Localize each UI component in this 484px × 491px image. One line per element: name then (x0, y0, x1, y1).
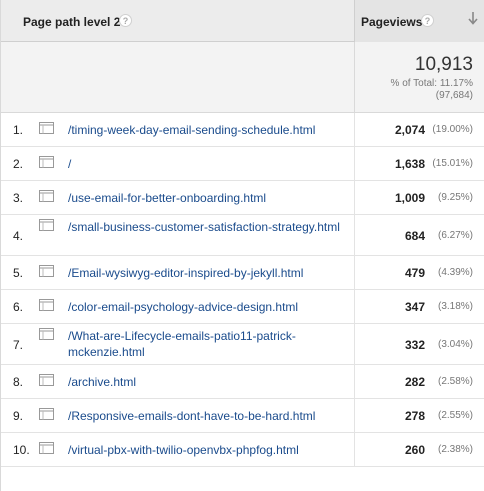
table-row: 6. /color-email-psychology-advice-design… (1, 290, 484, 324)
pageviews-percent: (3.18%) (437, 301, 473, 312)
pageviews-value: 332 (404, 338, 425, 352)
pageviews-cell: 2,074 (19.00%) (354, 113, 484, 146)
page-path-link[interactable]: /Email-wysiwyg-editor-inspired-by-jekyll… (68, 266, 304, 280)
page-icon[interactable] (39, 299, 54, 311)
page-icon[interactable] (39, 374, 54, 386)
page-path-link[interactable]: /timing-week-day-email-sending-schedule.… (68, 123, 316, 137)
pageviews-value: 1,009 (394, 191, 425, 205)
pageviews-cell: 347 (3.18%) (354, 290, 484, 323)
pageviews-cell: 260 (2.38%) (354, 433, 484, 466)
row-index: 2. (13, 157, 24, 171)
pageviews-percent: (2.55%) (437, 410, 473, 421)
row-index: 5. (13, 266, 24, 280)
pageviews-percent: (15.01%) (432, 158, 473, 169)
page-icon[interactable] (39, 328, 54, 340)
metric-header-label[interactable]: Pageviews (361, 15, 423, 29)
page-path-link[interactable]: /archive.html (68, 375, 137, 389)
pageviews-cell: 1,009 (9.25%) (354, 181, 484, 214)
row-index: 8. (13, 375, 24, 389)
pageviews-value: 2,074 (394, 123, 425, 137)
pageviews-percent: (2.58%) (437, 376, 473, 387)
sort-descending-icon[interactable] (467, 10, 479, 26)
table-row: 3. /use-email-for-better-onboarding.html… (1, 181, 484, 215)
pageviews-cell: 684 (6.27%) (354, 215, 484, 255)
total-absolute: (97,684) (435, 90, 473, 101)
table-row: 9. /Responsive-emails-dont-have-to-be-ha… (1, 399, 484, 433)
row-index: 9. (13, 409, 24, 423)
page-path-link[interactable]: / (68, 157, 72, 171)
help-icon[interactable]: ? (119, 14, 132, 27)
row-index: 1. (13, 123, 24, 137)
pageviews-percent: (19.00%) (432, 124, 473, 135)
pageviews-value: 684 (404, 229, 425, 243)
pageviews-value: 1,638 (394, 157, 425, 171)
page-path-link[interactable]: /use-email-for-better-onboarding.html (68, 191, 267, 205)
pageviews-cell: 1,638 (15.01%) (354, 147, 484, 180)
pageviews-percent: (3.04%) (437, 339, 473, 350)
table-row: 5. /Email-wysiwyg-editor-inspired-by-jek… (1, 256, 484, 290)
page-path-link[interactable]: /What-are-Lifecycle-emails-patio11-patri… (68, 329, 296, 359)
page-icon[interactable] (39, 442, 54, 454)
row-index: 6. (13, 300, 24, 314)
page-icon[interactable] (39, 408, 54, 420)
page-icon[interactable] (39, 219, 54, 231)
page-path-link[interactable]: /small-business-customer-satisfaction-st… (68, 220, 340, 234)
pageviews-value: 347 (404, 300, 425, 314)
pageviews-value: 282 (404, 375, 425, 389)
row-index: 3. (13, 191, 24, 205)
total-pageviews: 10,913 (414, 54, 473, 75)
table-row: 7. /What-are-Lifecycle-emails-patio11-pa… (1, 324, 484, 365)
table-row: 2. / 1,638 (15.01%) (1, 147, 484, 181)
pageviews-percent: (6.27%) (437, 230, 473, 241)
row-index: 4. (13, 229, 24, 243)
pageviews-percent: (4.39%) (437, 267, 473, 278)
table-header: Page path level 2 ? Pageviews ? (1, 0, 484, 42)
pageviews-cell: 282 (2.58%) (354, 365, 484, 398)
table-row: 1. /timing-week-day-email-sending-schedu… (1, 113, 484, 147)
pageviews-cell: 332 (3.04%) (354, 324, 484, 364)
page-icon[interactable] (39, 122, 54, 134)
row-index: 10. (13, 443, 30, 457)
totals-row: 10,913 % of Total: 11.17% (97,684) (1, 42, 484, 113)
page-path-link[interactable]: /virtual-pbx-with-twilio-openvbx-phpfog.… (68, 443, 299, 457)
dimension-header-label[interactable]: Page path level 2 (23, 15, 121, 29)
pageviews-value: 260 (404, 443, 425, 457)
page-icon[interactable] (39, 265, 54, 277)
pageviews-percent: (2.38%) (437, 444, 473, 455)
pageviews-cell: 278 (2.55%) (354, 399, 484, 432)
table-row: 4. /small-business-customer-satisfaction… (1, 215, 484, 256)
help-icon[interactable]: ? (421, 14, 434, 27)
pageviews-cell: 479 (4.39%) (354, 256, 484, 289)
page-path-link[interactable]: /Responsive-emails-dont-have-to-be-hard.… (68, 409, 316, 423)
total-percent: % of Total: 11.17% (390, 78, 473, 89)
dimension-column-header[interactable]: Page path level 2 ? (1, 0, 354, 42)
totals-metric-cell: 10,913 % of Total: 11.17% (97,684) (354, 42, 484, 112)
pageviews-column-header[interactable]: Pageviews ? (354, 0, 484, 42)
pageviews-value: 479 (404, 266, 425, 280)
page-icon[interactable] (39, 156, 54, 168)
pageviews-value: 278 (404, 409, 425, 423)
page-icon[interactable] (39, 190, 54, 202)
table-row: 8. /archive.html 282 (2.58%) (1, 365, 484, 399)
table-body: 1. /timing-week-day-email-sending-schedu… (1, 113, 484, 467)
pageviews-percent: (9.25%) (437, 192, 473, 203)
row-index: 7. (13, 338, 24, 352)
page-path-link[interactable]: /color-email-psychology-advice-design.ht… (68, 300, 299, 314)
table-row: 10. /virtual-pbx-with-twilio-openvbx-php… (1, 433, 484, 467)
